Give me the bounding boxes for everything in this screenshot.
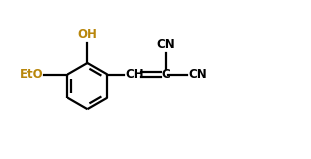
Text: CN: CN <box>156 38 175 51</box>
Text: CH: CH <box>125 68 144 81</box>
Text: C: C <box>161 68 170 81</box>
Text: OH: OH <box>77 28 97 41</box>
Text: EtO: EtO <box>20 68 44 81</box>
Text: CN: CN <box>188 68 207 81</box>
